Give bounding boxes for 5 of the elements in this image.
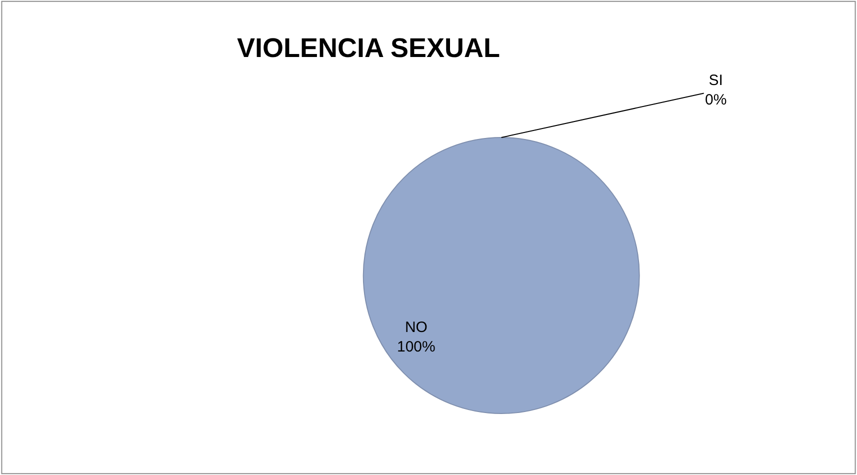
category-label: SI xyxy=(708,72,723,89)
chart-title: VIOLENCIA SEXUAL xyxy=(236,32,500,63)
slice-label: NO xyxy=(404,319,428,336)
data-label: 100% xyxy=(397,338,436,356)
text: 0% xyxy=(705,92,727,108)
